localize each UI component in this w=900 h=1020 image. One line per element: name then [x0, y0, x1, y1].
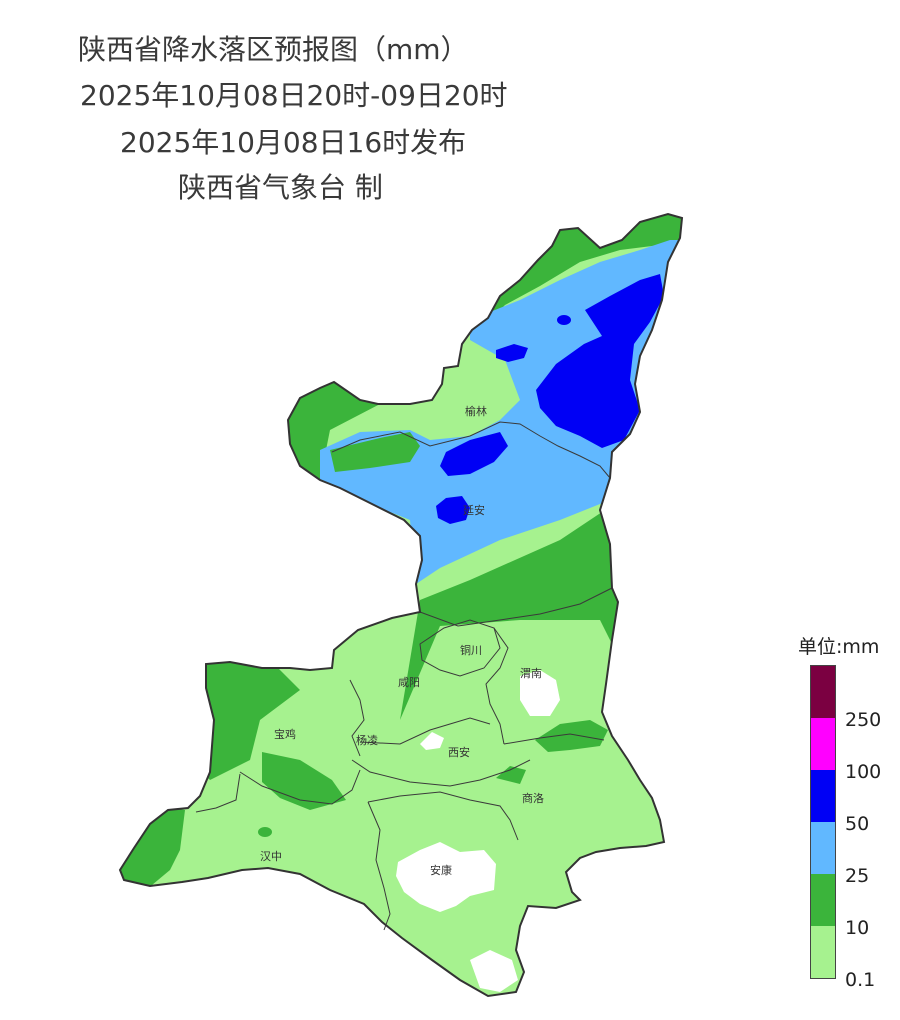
rain-50-100-yanan-cell — [436, 496, 470, 524]
city-label-shangluo: 商洛 — [522, 791, 544, 805]
city-boundaries — [195, 421, 613, 931]
city-label-yangling: 杨凌 — [356, 733, 378, 747]
legend-label-100: 100 — [845, 761, 882, 783]
no-rain-ankang-south — [470, 950, 518, 992]
boundary-shannan-north — [195, 773, 241, 813]
boundary-ankang-shangluo — [367, 791, 519, 841]
rain-50-100-tiny-cell — [557, 315, 571, 325]
issue-time: 2025年10月08日16时发布 — [120, 126, 467, 159]
city-label-hanzhong: 汉中 — [260, 850, 282, 863]
legend-swatch-25-50 — [811, 822, 835, 874]
no-rain-ankang-north — [396, 842, 496, 912]
no-rain-xian — [420, 732, 444, 750]
boundary-xian-south — [351, 759, 531, 787]
issuer: 陕西省气象台 制 — [178, 171, 383, 204]
rain-10-25-qinling — [262, 752, 346, 810]
rain-50-100-yulin-cell — [440, 432, 508, 476]
city-label-xian: 西安 — [448, 745, 470, 759]
legend-color-bar — [810, 665, 836, 979]
boundary-guanzhong-south — [239, 769, 361, 805]
city-label-ankang: 安康 — [430, 863, 452, 877]
boundary-yulin-yanan — [331, 421, 611, 479]
boundary-weinan-west — [485, 627, 509, 745]
legend-swatch-50-100 — [811, 770, 835, 822]
city-labels: 榆林 延安 铜川 渭南 咸阳 宝鸡 杨凌 西安 商洛 汉中 安康 — [260, 404, 544, 877]
city-label-yulin: 榆林 — [465, 404, 487, 418]
legend-label-10: 10 — [845, 917, 870, 939]
boundary-tongchuan — [419, 619, 501, 677]
city-label-yanan: 延安 — [463, 503, 485, 517]
rain-50-100-northeast-cell — [536, 274, 664, 448]
legend-label-0-1: 0.1 — [845, 969, 876, 991]
rain-10-25-baoji-west — [190, 660, 300, 780]
boundary-xianyang-west — [349, 679, 365, 757]
no-rain-weinan — [520, 670, 560, 716]
rain-10-25-small-spot — [258, 827, 272, 837]
city-label-tongchuan: 铜川 — [460, 643, 482, 657]
rain-50-100-small-cell — [496, 344, 528, 362]
city-label-xianyang: 咸阳 — [398, 676, 420, 689]
legend-label-25: 25 — [845, 865, 870, 887]
legend-unit-title: 单位:mm — [798, 636, 880, 658]
boundary-yanan-guanzhong — [419, 587, 613, 627]
map-title: 陕西省降水落区预报图（mm） — [78, 33, 469, 66]
city-label-weinan: 渭南 — [520, 667, 542, 680]
legend-swatch-0-1-10 — [811, 926, 835, 978]
boundary-hanzhong-ankang — [367, 801, 391, 931]
legend-swatch-250-plus — [811, 666, 835, 718]
legend-label-250: 250 — [845, 709, 882, 731]
legend-swatch-10-25 — [811, 874, 835, 926]
rain-10-25-huashan — [535, 720, 608, 752]
forecast-period: 2025年10月08日20时-09日20时 — [80, 79, 508, 112]
city-label-baoji: 宝鸡 — [274, 727, 296, 741]
legend-swatch-100-250 — [811, 718, 835, 770]
boundary-weinan-south — [503, 733, 605, 745]
legend-label-50: 50 — [845, 813, 870, 835]
boundary-xianyang-south — [359, 717, 491, 745]
rain-10-25-spot — [496, 766, 526, 784]
rain-10-25-inner-band — [330, 432, 420, 472]
